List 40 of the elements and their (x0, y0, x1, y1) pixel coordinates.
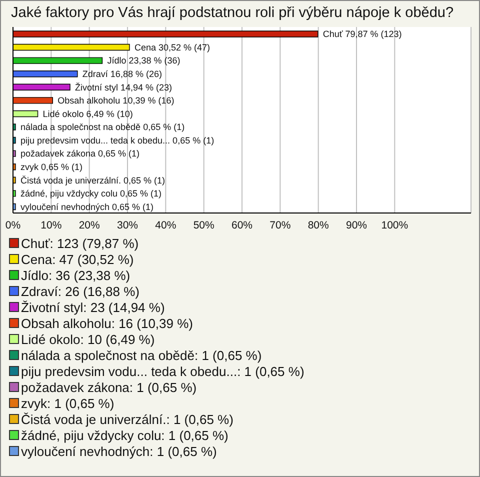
category-label: Jídlo 23,38 % (36) (107, 56, 180, 66)
category-label: Životní styl 14,94 % (23) (75, 82, 172, 92)
category-label: Cena 30,52 % (47) (134, 42, 210, 52)
category-label: Chuť 79,87 % (123) (322, 29, 402, 40)
category-label: Čistá voda je univerzální. 0,65 % (1) (20, 175, 166, 186)
category-label: Lidé okolo 6,49 % (10) (42, 108, 133, 119)
category-label: nálada a společnost na obědě 0,65 % (1) (20, 122, 185, 132)
text: Jídlo: 36 (23,38 %) (21, 268, 130, 282)
text: Chuť: 123 (79,87 %) (21, 236, 139, 250)
category-label: požadavek zákona 0,65 % (1) (20, 148, 140, 159)
x-tick-label: 10% (40, 219, 62, 232)
text: vyloučení nevhodných: 1 (0,65 %) (21, 444, 217, 458)
x-tick-label: 40% (155, 219, 176, 232)
text: žádné, piju vždycky colu: 1 (0,65 %) (21, 428, 228, 442)
x-tick-label: 100% (381, 219, 408, 232)
category-label: piju predevsim vodu... teda k obedu... 0,65 % (1) (20, 135, 214, 146)
x-tick-label: 0% (5, 219, 21, 232)
x-tick-label: 70% (270, 219, 291, 232)
x-tick-label: 30% (116, 219, 138, 232)
category-label: žádné, piju vždycky colu 0,65 % (1) (20, 188, 162, 199)
text: piju predevsim vodu... teda k obedu...: 1 (0,65 %) (21, 364, 304, 378)
category-label: Obsah alkoholu 10,39 % (16) (58, 96, 174, 106)
x-tick-label: 60% (231, 219, 253, 232)
chart-title: Jaké faktory pro Vás hrají podstatnou roli při výběru nápoje k obědu? (11, 5, 455, 23)
text: Cena: 47 (30,52 %) (21, 252, 134, 266)
x-tick-label: 50% (193, 219, 214, 232)
text: zvyk: 1 (0,65 %) (21, 396, 114, 410)
text: Obsah alkoholu: 16 (10,39 %) (21, 316, 193, 330)
text: Čistá voda je univerzální.: 1 (0,65 %) (21, 412, 234, 426)
x-tick-label: 20% (78, 219, 100, 232)
category-label: zvyk 0,65 % (1) (20, 162, 83, 172)
x-tick-label: 80% (308, 219, 329, 232)
category-label: Zdraví 16,88 % (26) (82, 69, 162, 80)
text: Zdraví: 26 (16,88 %) (21, 284, 140, 298)
text: nálada a společnost na obědě: 1 (0,65 %) (21, 348, 262, 362)
text: Životní styl: 23 (14,94 %) (21, 300, 165, 314)
text: požadavek zákona: 1 (0,65 %) (21, 380, 197, 394)
text: Lidé okolo: 10 (6,49 %) (21, 332, 155, 346)
category-label: vyloučení nevhodných 0,65 % (1) (20, 202, 154, 212)
x-tick-label: 90% (346, 219, 368, 232)
